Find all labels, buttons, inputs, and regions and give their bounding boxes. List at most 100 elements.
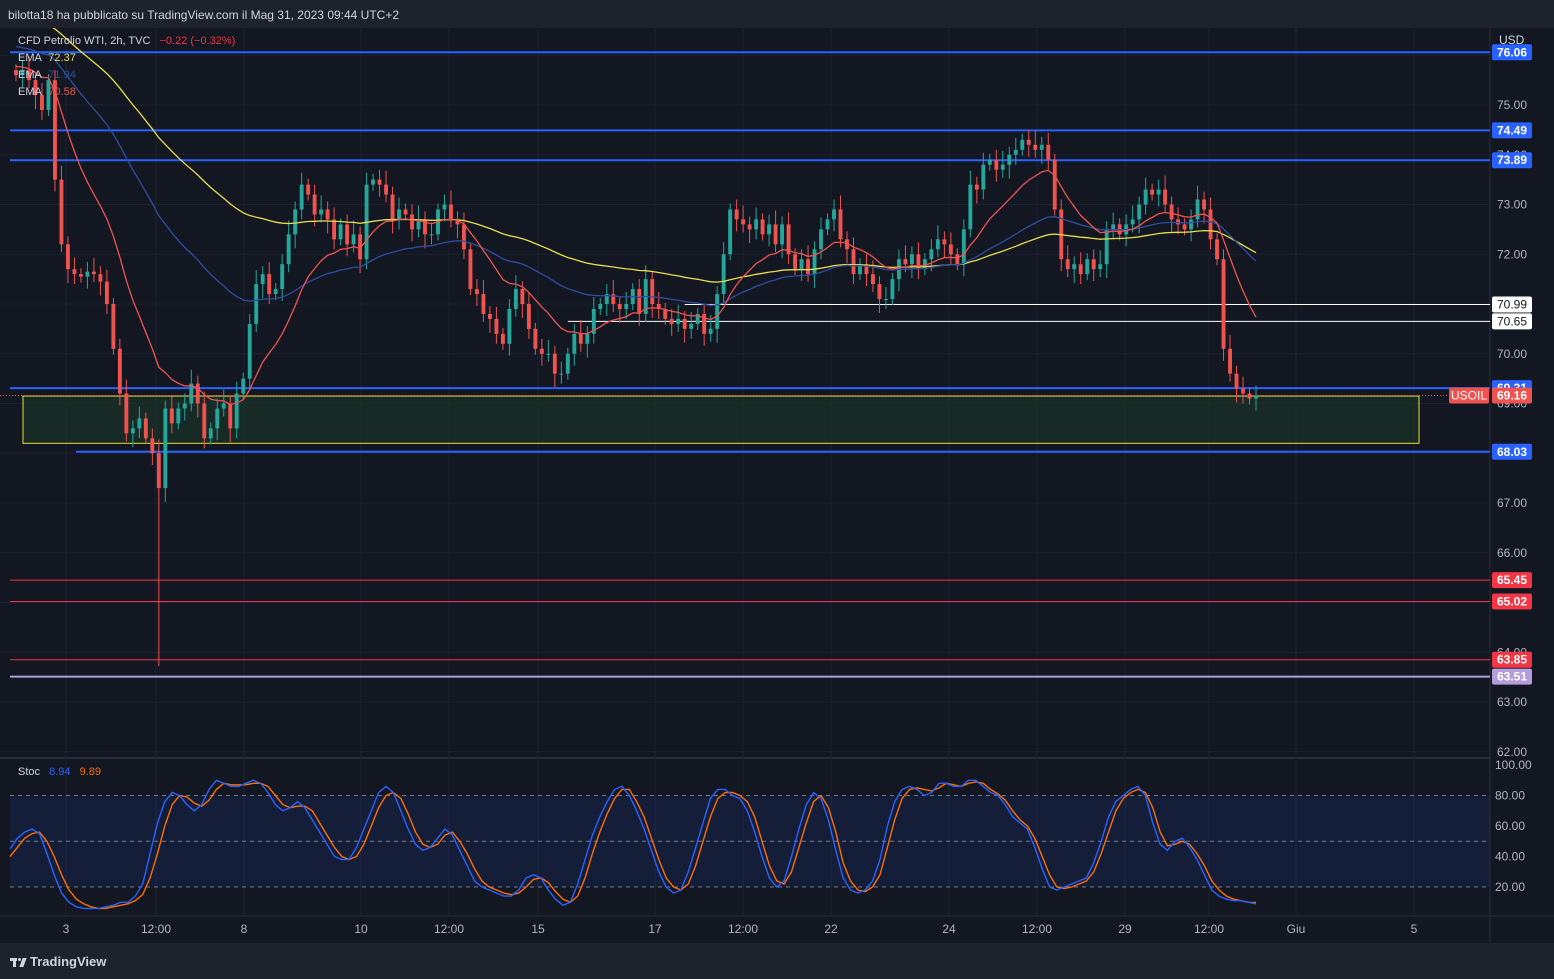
candle-body: [442, 204, 447, 210]
candle-body: [741, 219, 746, 225]
candle-body: [903, 259, 908, 265]
candle-body: [611, 294, 616, 304]
stoch-k-line: [9, 779, 1257, 910]
instrument-tag-text: USOIL: [1451, 389, 1487, 403]
candle-body: [1104, 229, 1109, 265]
candle-body: [994, 159, 999, 170]
candle-body: [546, 353, 551, 355]
candle-body: [280, 264, 285, 290]
candle-body: [793, 254, 798, 270]
candle-body: [819, 229, 823, 250]
candle-body: [40, 95, 44, 110]
candle-body: [617, 304, 622, 309]
candle-body: [299, 184, 304, 210]
candle-body: [1130, 219, 1135, 225]
candle-body: [371, 179, 376, 185]
chart-canvas[interactable]: 3 12:00 8 10 12:00 15 17 12:00 22 24 12:00 29 12:00 G…: [0, 28, 1554, 943]
candle-body: [1234, 373, 1239, 389]
candle-body: [104, 281, 109, 304]
candle-body: [513, 289, 518, 309]
candle-body: [208, 428, 213, 439]
candle-body: [474, 289, 479, 295]
candle-body: [332, 219, 337, 240]
candle-body: [909, 254, 914, 265]
stoch-k-value: 8.94: [49, 766, 71, 778]
ema3-value: 70.58: [48, 86, 76, 98]
candle-body: [825, 219, 830, 230]
candle-body: [747, 224, 752, 230]
candle-body: [942, 239, 947, 245]
price-tick-label: 67.00: [1497, 496, 1527, 510]
candle-body: [254, 284, 259, 324]
candle-body: [851, 249, 856, 275]
ray-tag-text-70.65: 70.65: [1497, 314, 1527, 328]
candle-body: [14, 70, 18, 76]
candle-body: [156, 453, 161, 489]
candle-body: [1065, 259, 1070, 270]
candle-body: [1137, 204, 1142, 220]
candle-body: [981, 164, 986, 190]
candle-body: [416, 219, 421, 230]
price-pane: [0, 28, 1490, 916]
ray-tag-70.99: [1492, 296, 1532, 313]
candle-body: [1072, 264, 1077, 270]
candle-body: [487, 313, 492, 319]
candle-body: [1221, 259, 1226, 349]
tradingview-logo[interactable]: TradingView: [10, 954, 106, 969]
candle-body: [1189, 219, 1194, 230]
candle-body: [767, 224, 772, 235]
price-tick-label: 73.00: [1497, 198, 1527, 212]
candle-body: [637, 289, 642, 314]
candle-body: [202, 403, 207, 439]
level-tag-text-73.89: 73.89: [1497, 153, 1527, 167]
last-price-tag-text: 69.16: [1497, 389, 1527, 403]
candle-body: [53, 80, 57, 180]
candle-body: [890, 279, 895, 300]
candle-body: [955, 254, 960, 265]
candle-body: [1241, 388, 1245, 394]
candle-body: [715, 294, 720, 329]
ema1-label: EMA: [18, 52, 42, 64]
candle-body: [312, 194, 317, 215]
candle-body: [195, 383, 200, 404]
candle-body: [1052, 159, 1057, 210]
candle-body: [974, 184, 979, 190]
candle-body: [1111, 224, 1116, 230]
tradingview-icon: [10, 956, 27, 968]
candle-body: [799, 259, 804, 270]
candle-body: [624, 304, 629, 309]
time-tick-label: 10: [354, 922, 368, 936]
candle-body: [221, 403, 226, 409]
legend-ema1: EMA 72.37: [18, 52, 76, 64]
ema3-label: EMA: [18, 86, 42, 98]
candle-body: [345, 224, 350, 245]
currency-label: USD: [1499, 33, 1525, 47]
candle-body: [1078, 264, 1083, 275]
time-tick-label: 12:00: [728, 922, 758, 936]
stoch-tick-label: 40.00: [1495, 850, 1525, 864]
time-tick-label: 5: [1411, 922, 1418, 936]
candle-body: [864, 264, 869, 275]
candle-body: [1247, 393, 1252, 399]
candle-body: [585, 333, 590, 344]
candle-body: [215, 408, 220, 429]
candle-body: [20, 70, 25, 76]
legend-stoch: Stoc 8.94 9.89: [18, 766, 101, 778]
candle-body: [884, 299, 888, 301]
candle-body: [948, 244, 953, 255]
candle-body: [812, 249, 817, 275]
candle-body: [1091, 259, 1096, 270]
candle-body: [85, 271, 90, 277]
price-tick-label: 66.00: [1497, 546, 1527, 560]
candle-body: [877, 284, 882, 300]
candle-body: [1143, 189, 1148, 205]
candle-body: [124, 393, 129, 434]
level-tag-73.89: [1492, 152, 1532, 169]
candle-body: [806, 259, 810, 275]
candle-body: [182, 403, 187, 409]
candle-body: [1013, 149, 1018, 155]
candle-body: [351, 234, 356, 245]
candle-body: [961, 229, 966, 265]
time-tick-label: 12:00: [434, 922, 464, 936]
support-zone[interactable]: [22, 395, 1420, 444]
